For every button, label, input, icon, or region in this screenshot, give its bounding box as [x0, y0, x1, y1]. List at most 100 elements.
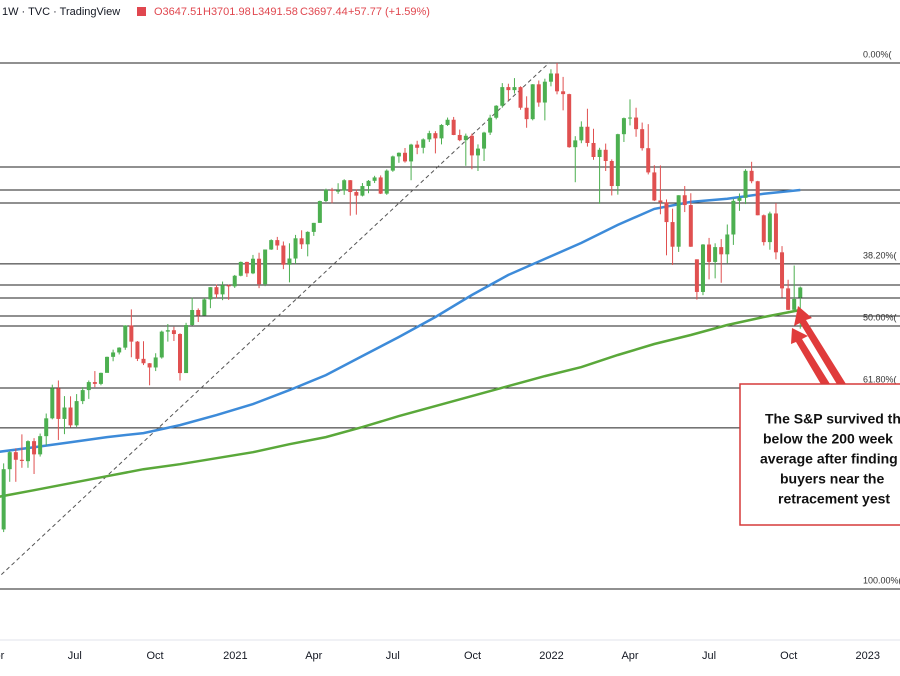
- candle-body: [561, 91, 566, 95]
- header-open: O3647.51: [154, 6, 202, 18]
- candle-body: [415, 144, 420, 148]
- candle-body: [658, 200, 663, 203]
- candle-body: [56, 388, 61, 419]
- candle-body: [323, 189, 328, 202]
- annotation-text: retracement yest: [778, 491, 890, 507]
- candle-body: [688, 205, 693, 247]
- candle-body: [719, 247, 724, 255]
- candle-body: [573, 140, 578, 148]
- x-tick-label: Jul: [702, 650, 716, 662]
- candle-body: [652, 172, 657, 201]
- candle-body: [117, 347, 122, 353]
- candle-body: [615, 134, 620, 187]
- arrow: [794, 306, 846, 386]
- fib-trend-line: [0, 62, 550, 577]
- candle-body: [518, 87, 523, 108]
- candle-body: [646, 148, 651, 173]
- candle-body: [694, 259, 699, 292]
- candle-body: [98, 372, 103, 384]
- candle-body: [111, 352, 116, 357]
- x-tick-label: Jul: [68, 650, 82, 662]
- candle-body: [214, 287, 219, 295]
- candle-body: [92, 382, 97, 384]
- candle-body: [281, 245, 286, 265]
- candle-body: [129, 325, 134, 342]
- x-tick-label: Oct: [147, 650, 164, 662]
- x-tick-label: Apr: [305, 650, 322, 662]
- candle-body: [7, 452, 12, 470]
- candle-body: [360, 186, 365, 196]
- candle-body: [178, 334, 182, 374]
- candle-body: [62, 407, 67, 419]
- candle-body: [439, 124, 444, 139]
- candle-body: [263, 249, 268, 285]
- x-tick-label: Oct: [464, 650, 481, 662]
- candle-body: [354, 192, 359, 196]
- annotation: The S&P survived th below the 200 week ave…: [739, 306, 900, 526]
- candle-body: [591, 142, 596, 157]
- candle-body: [336, 190, 341, 192]
- candle-body: [147, 363, 152, 368]
- candle-body: [640, 129, 645, 149]
- candle-body: [634, 117, 639, 130]
- candle-body: [433, 133, 438, 139]
- header-icon: [137, 7, 146, 16]
- candle-body: [86, 382, 91, 391]
- candle-body: [792, 298, 797, 310]
- candle-body: [190, 309, 195, 326]
- candle-body: [390, 156, 395, 171]
- candle-body: [153, 357, 158, 368]
- candle-body: [725, 234, 730, 255]
- candle-body: [682, 195, 687, 206]
- candle-body: [342, 180, 347, 191]
- candle-body: [555, 73, 560, 92]
- candle-body: [603, 149, 608, 162]
- candle-body: [220, 285, 225, 295]
- header-change: +57.77 (+1.59%): [348, 6, 430, 18]
- candle-body: [755, 181, 760, 216]
- candle-body: [378, 177, 383, 194]
- candle-body: [293, 238, 298, 259]
- candle-body: [445, 119, 450, 125]
- header-high: H3701.98: [203, 6, 251, 18]
- candle-body: [500, 87, 505, 106]
- fib-label: 61.80%(: [863, 374, 897, 384]
- candle-body: [105, 356, 110, 373]
- candle-body: [196, 309, 201, 316]
- annotation-text: average after finding: [760, 451, 898, 467]
- candle-body: [780, 252, 785, 289]
- candle-body: [512, 87, 517, 91]
- candle-body: [421, 139, 426, 148]
- x-tick-label: Oct: [780, 650, 797, 662]
- candle-body: [786, 288, 791, 310]
- arrow: [791, 328, 830, 386]
- candle-body: [469, 135, 474, 156]
- candle-body: [743, 170, 748, 198]
- candle-body: [269, 240, 274, 250]
- candle-body: [250, 258, 255, 274]
- header-source: 1W · TVC · TradingView: [2, 6, 120, 18]
- header-low: L3491.58: [252, 6, 298, 18]
- candle-body: [135, 341, 140, 359]
- candle-body: [463, 135, 468, 141]
- candle-body: [609, 161, 614, 187]
- candle-body: [475, 148, 480, 156]
- candle-body: [737, 197, 742, 201]
- candle-body: [372, 177, 377, 181]
- candle-body: [25, 441, 30, 462]
- x-tick-label: 2022: [539, 650, 563, 662]
- candle-body: [676, 195, 681, 247]
- candle-body: [548, 73, 553, 82]
- candle-body: [244, 261, 249, 274]
- candle-body: [19, 459, 24, 461]
- candle-body: [32, 441, 37, 455]
- candle-body: [488, 117, 493, 133]
- candle-body: [579, 126, 584, 141]
- annotation-text: The S&P survived th: [765, 411, 900, 427]
- candle-body: [317, 201, 322, 223]
- candle-body: [597, 149, 602, 157]
- candle-body: [238, 261, 243, 276]
- header-close: C3697.44: [300, 6, 348, 18]
